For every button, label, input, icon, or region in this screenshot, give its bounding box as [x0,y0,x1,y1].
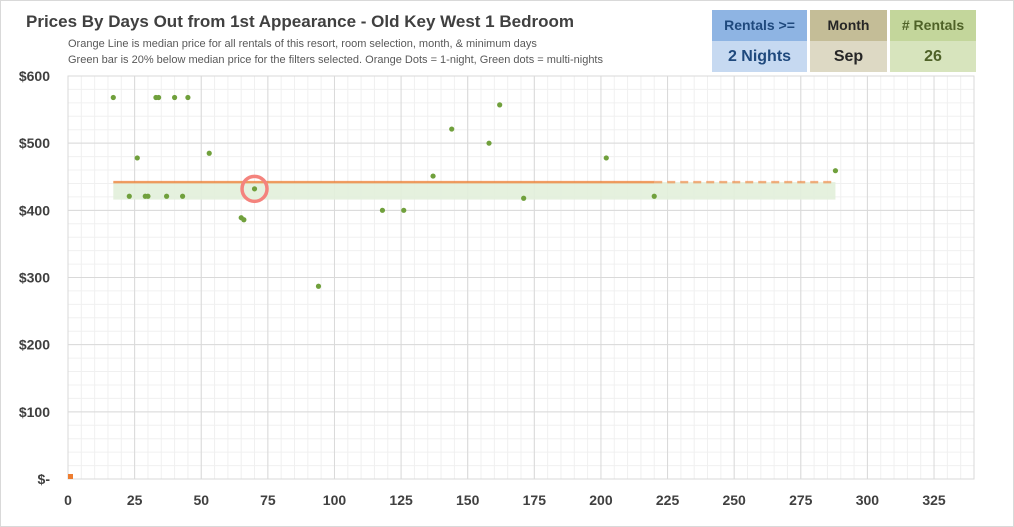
rental-price-dot [171,94,178,101]
rental-price-dot [163,193,170,199]
y-tick-label: $- [38,471,51,487]
rental-count-label: # Rentals [890,10,976,41]
y-tick-label: $100 [19,404,50,420]
rental-price-dot [651,193,657,199]
rental-price-dot [449,126,455,132]
y-tick-label: $300 [19,270,50,286]
x-tick-label: 0 [64,492,72,508]
x-tick-label: 325 [922,492,946,508]
chart-subtitle-median: Orange Line is median price for all rent… [68,38,537,50]
y-tick-label: $500 [19,135,50,151]
rental-price-dot [832,168,839,174]
x-tick-label: 100 [323,492,347,508]
rental-price-dot [145,193,151,199]
rental-price-dot [185,94,191,101]
rental-price-dot [379,207,386,213]
rental-count-value: 26 [890,41,976,72]
rental-price-dot [156,94,162,101]
highlight-ring [240,174,269,204]
rental-price-dot [486,140,492,146]
rental-price-dot [179,193,186,199]
chart-subtitle-legend: Green bar is 20% below median price for … [68,54,603,66]
rentals-filter-value[interactable]: 2 Nights [712,41,807,72]
x-tick-label: 75 [260,492,276,508]
plot-area-border [67,75,975,480]
month-filter-card[interactable]: Month Sep [810,10,887,72]
x-tick-label: 250 [722,492,746,508]
rental-price-dot [251,186,258,192]
one-night-marker [68,474,73,479]
rental-price-dot [134,155,140,161]
rental-price-dot [430,173,436,179]
discount-band [113,182,836,200]
x-tick-label: 275 [789,492,813,508]
rental-count-card: # Rentals 26 [890,10,976,72]
x-tick-label: 200 [589,492,613,508]
rental-price-dot [521,195,527,201]
month-filter-value[interactable]: Sep [810,41,887,72]
month-filter-label: Month [810,10,887,41]
rental-price-dot [603,155,609,161]
rental-price-dot [126,193,132,199]
x-tick-label: 50 [193,492,209,508]
rentals-filter-label: Rentals >= [712,10,807,41]
y-tick-label: $200 [19,337,50,353]
chart-title: Prices By Days Out from 1st Appearance -… [26,12,574,31]
rental-price-dot [206,150,212,156]
rental-price-dot [315,283,322,289]
x-tick-label: 175 [523,492,547,508]
x-tick-label: 125 [389,492,413,508]
rental-price-dot [401,207,407,213]
y-tick-label: $400 [19,202,50,218]
x-tick-label: 150 [456,492,480,508]
y-tick-label: $600 [19,68,50,84]
rental-price-dot [497,102,503,108]
x-tick-label: 225 [656,492,680,508]
x-tick-label: 25 [127,492,143,508]
rental-price-dot [241,217,247,223]
rentals-filter-card[interactable]: Rentals >= 2 Nights [712,10,807,72]
x-tick-label: 300 [856,492,880,508]
rental-price-dot [110,94,116,101]
